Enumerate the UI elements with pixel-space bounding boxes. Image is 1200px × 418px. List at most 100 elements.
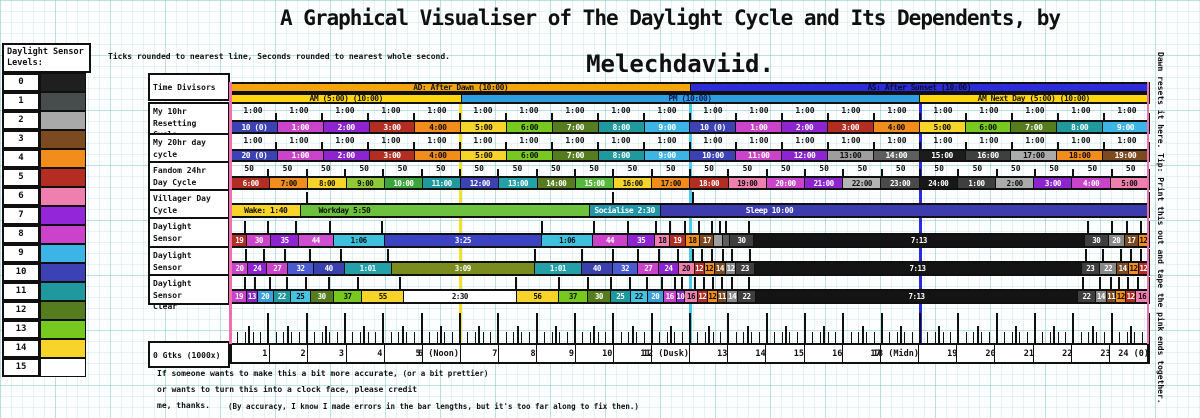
segment: AS: After Sunset (10:00) — [690, 83, 1148, 92]
legend-color-swatch — [40, 92, 86, 112]
daylight-sensor-legend: Daylight Sensor Levels: 0 1 2 3 4 5 6 7 8 9 10 11 12… — [2, 43, 91, 378]
segment — [722, 235, 731, 246]
duration-label: 50 — [934, 164, 944, 173]
axis-tick-label: 22 — [1062, 349, 1073, 359]
fandom24-bar: 6:00 7:00 8:00 9:00 10:00 11:00 12:00 13:00 14:0… — [230, 176, 1150, 190]
duration-label: 50 — [397, 164, 408, 173]
segment-label: 30 — [594, 292, 604, 301]
segment: 44 — [593, 235, 628, 246]
boundary-tick — [1118, 277, 1121, 289]
segment-label: 17:00 — [1022, 151, 1045, 160]
axis-tick-label: 7 — [492, 349, 498, 359]
segment-label: 11:00 — [747, 151, 770, 160]
segment: 7:00 — [552, 151, 599, 160]
duration-label: 1:00 — [381, 136, 401, 145]
segment: 10:00 — [690, 151, 737, 160]
ruler-minor-tick — [712, 332, 714, 343]
segment-label: 20:00 — [775, 178, 796, 188]
boundary-tick — [1139, 221, 1142, 233]
boundary-tick — [244, 249, 247, 261]
boundary-tick — [702, 277, 705, 289]
boundary-tick — [919, 142, 921, 149]
boundary-tick — [1098, 277, 1101, 289]
segment: 2:00 — [323, 151, 370, 160]
axis-cell — [537, 345, 576, 362]
boundary-tick — [1130, 249, 1133, 261]
legend-row: 0 — [2, 73, 90, 93]
boundary-tick — [781, 113, 783, 120]
row-header-line: Daylight Sensor — [153, 251, 192, 272]
ruler-medium-tick — [899, 326, 902, 343]
segment: 44 — [299, 235, 334, 246]
ruler-minor-tick — [367, 332, 369, 343]
segment: 21:00 — [805, 178, 844, 188]
segment-label: 14 — [1118, 264, 1128, 273]
duration-label: 1:00 — [887, 106, 907, 115]
boundary-tick — [1102, 249, 1105, 261]
segment-label: 10 — [676, 292, 685, 301]
row-header-time-divisors: Time Divisors — [148, 73, 230, 101]
segment: AM Next Day (5:00) (10:00) — [919, 94, 1148, 103]
segment: 24 — [659, 263, 679, 274]
legend-row: 9 — [2, 244, 90, 264]
segment: 30 — [247, 235, 272, 246]
rainy-bar: 20 24 27 32 40 1:01 3:09 1:01 40 32 27 24 20 12 12 14 12… — [230, 261, 1150, 276]
clear-bar: 19 13 20 22 25 30 37 55 2:30 56 37 30 25 22 20 16 10 16 12… — [230, 289, 1150, 304]
footer-line3-small: (By accuracy, I know I made errors in th… — [228, 402, 639, 411]
ruler-minor-tick — [681, 332, 683, 343]
boundary-tick — [965, 142, 967, 149]
ruler-minor-tick — [942, 332, 944, 343]
segment-label: AM Next Day (5:00) (10:00) — [977, 94, 1091, 103]
duration-label: 1:00 — [243, 106, 263, 115]
duration-label: 1:00 — [657, 136, 677, 145]
ruler-minor-tick — [336, 332, 338, 343]
segment-label: 5:00 — [933, 122, 951, 132]
chart-title: A Graphical Visualiser of The Daylight C… — [279, 6, 1061, 30]
legend-title: Daylight Sensor Levels: — [2, 43, 91, 74]
axis-tick-label: 24 (0) — [1118, 349, 1149, 359]
segment: 4:00 — [1072, 178, 1111, 188]
ruler-major-tick — [420, 313, 423, 343]
segment: 9:00 — [346, 178, 385, 188]
segment-label: 7:13 — [910, 236, 928, 245]
ruler-minor-tick — [1049, 332, 1051, 343]
boundary-tick — [1148, 277, 1150, 289]
segment: 20 — [1108, 235, 1125, 246]
landmark-line-midnight — [919, 93, 922, 343]
duration-label: 1:00 — [749, 136, 769, 145]
duration-label: 1:00 — [519, 136, 539, 145]
segment-label: 25 — [296, 292, 305, 301]
segment: 13:00 — [499, 178, 538, 188]
segment: Sleep 10:00 — [660, 205, 1148, 216]
segment: 12 — [704, 263, 715, 274]
boundary-tick — [676, 249, 679, 261]
time-divisor-row-2: AM (5:00) (10:00) PM (10:00) AM Next Day (… — [230, 93, 1150, 104]
segment: 4:00 — [415, 122, 462, 132]
boundary-tick — [1110, 169, 1113, 176]
cycle10-durations: 1:00 1:00 1:00 1:00 1:00 1:00 1:00 1:00 1:00 1:00… — [229, 106, 1150, 120]
segment: 16 — [1136, 291, 1149, 302]
segment: Socialise 2:30 — [589, 205, 661, 216]
segment-label: 12 — [726, 264, 736, 273]
segment: AM (5:00) (10:00) — [232, 94, 462, 103]
segment-label: AD: After Dawn (10:00) — [413, 83, 509, 92]
segment: 20 (0) — [232, 151, 278, 160]
boundary-tick — [275, 113, 277, 120]
time-divisor-row-1: AD: After Dawn (10:00) AS: After Sunset (… — [230, 82, 1150, 93]
axis-cell — [1110, 345, 1149, 362]
segment-label: 2:30 — [451, 292, 469, 301]
boundary-tick — [535, 169, 538, 176]
axis-cell — [805, 345, 843, 362]
legend-level-label: 4 — [2, 149, 40, 169]
legend-row: 11 — [2, 282, 90, 302]
duration-label: 1:00 — [703, 106, 723, 115]
ruler-medium-tick — [478, 326, 481, 343]
ruler-minor-tick — [467, 332, 469, 343]
segment: 14:00 — [873, 151, 920, 160]
segment-label: 19 — [673, 236, 682, 245]
axis-cell — [1072, 345, 1110, 362]
footer-line3: me, thanks. — [157, 401, 210, 410]
ruler-minor-tick — [375, 332, 377, 343]
segment-label: 12:00 — [793, 151, 816, 160]
segment-label: 8:00 — [1070, 122, 1089, 132]
